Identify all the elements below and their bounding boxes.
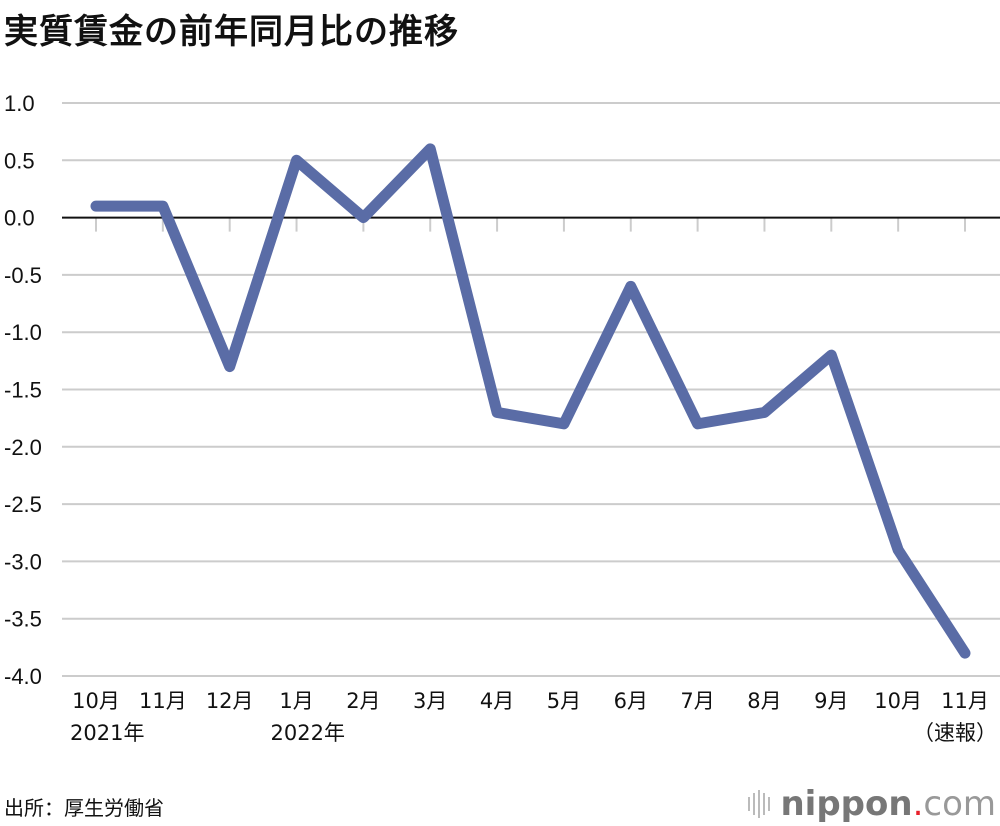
logo-name: nippon xyxy=(780,784,913,824)
y-tick-label: -3.5 xyxy=(4,607,42,632)
y-tick-label: -4.0 xyxy=(4,664,42,689)
x-tick-label: 10月 xyxy=(72,689,120,713)
x-tick-label: 1月 xyxy=(279,689,313,713)
y-tick-label: 0.5 xyxy=(4,148,35,173)
x-tick-label: 9月 xyxy=(814,689,848,713)
y-tick-label: -3.0 xyxy=(4,549,42,574)
source-note: 出所：厚生労働省 xyxy=(4,796,164,820)
x-tick-label: 4月 xyxy=(480,689,514,713)
nippon-com-logo: nippon. com xyxy=(748,784,996,824)
logo-dot: . xyxy=(912,784,924,824)
y-tick-label: 1.0 xyxy=(4,91,35,116)
x-tick-label: 7月 xyxy=(680,689,714,713)
x-tick-label: 3月 xyxy=(413,689,447,713)
x-tick-sublabel: （速報） xyxy=(913,721,997,745)
x-tick-sublabel: 2022年 xyxy=(271,721,345,745)
x-tick-label: 11月 xyxy=(941,689,989,713)
x-tick-label: 8月 xyxy=(747,689,781,713)
x-tick-label: 5月 xyxy=(547,689,581,713)
x-tick-label: 12月 xyxy=(206,689,254,713)
y-tick-label: -0.5 xyxy=(4,263,42,288)
y-tick-label: -1.5 xyxy=(4,378,42,403)
logo-suffix: com xyxy=(923,784,996,824)
x-tick-label: 2月 xyxy=(346,689,380,713)
y-tick-label: 0.0 xyxy=(4,206,35,231)
x-tick-label: 10月 xyxy=(874,689,922,713)
logo-bars-icon xyxy=(748,790,771,818)
chart-title: 実質賃金の前年同月比の推移 xyxy=(4,12,459,52)
y-tick-label: -2.0 xyxy=(4,435,42,460)
line-chart: 1.0 0.5 0.0 -0.5 -1.0 -1.5 -2.0 -2.5 -3.0 -3.5 -4.… xyxy=(4,91,1000,745)
y-tick-label: -1.0 xyxy=(4,320,42,345)
y-tick-label: -2.5 xyxy=(4,492,42,517)
x-tick-label: 11月 xyxy=(139,689,187,713)
x-tick-label: 6月 xyxy=(614,689,648,713)
data-line xyxy=(90,143,971,659)
x-tick-sublabel: 2021年 xyxy=(70,721,144,745)
